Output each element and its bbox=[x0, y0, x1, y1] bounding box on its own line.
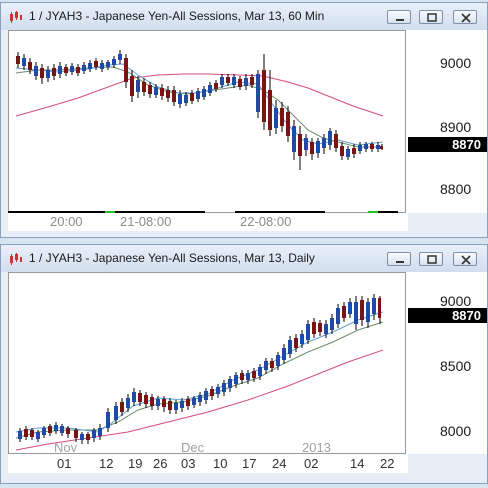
date-tick: 17 bbox=[242, 456, 257, 471]
price-tick: 9000 bbox=[440, 55, 472, 71]
close-button[interactable] bbox=[453, 252, 477, 266]
month-label: Dec bbox=[181, 440, 205, 454]
date-axis: 01 12 19 26 03 10 17 24 02 14 22 bbox=[8, 454, 408, 473]
close-icon bbox=[461, 255, 471, 265]
date-tick: 03 bbox=[181, 456, 196, 471]
ma-mid-line bbox=[15, 321, 384, 439]
title-bar[interactable]: 1 / JYAH3 - Japanese Yen-All Sessions, M… bbox=[1, 3, 487, 30]
price-axis: 9000 8900 8800 8870 bbox=[408, 30, 487, 213]
price-chart-plot[interactable]: Nov Dec 2013 bbox=[8, 272, 408, 455]
date-tick: 26 bbox=[153, 456, 168, 471]
close-button[interactable] bbox=[453, 10, 477, 24]
date-tick: 12 bbox=[99, 456, 114, 471]
chart-app-icon bbox=[10, 253, 22, 265]
price-chart-plot[interactable] bbox=[8, 30, 408, 215]
month-label: Nov bbox=[54, 440, 78, 454]
time-tick: 20:00 bbox=[50, 214, 83, 229]
date-tick: 22 bbox=[380, 456, 395, 471]
chart-window-daily[interactable]: 1 / JYAH3 - Japanese Yen-All Sessions, M… bbox=[0, 244, 488, 484]
restore-icon bbox=[427, 13, 437, 22]
window-title: 1 / JYAH3 - Japanese Yen-All Sessions, M… bbox=[29, 251, 315, 265]
title-bar[interactable]: 1 / JYAH3 - Japanese Yen-All Sessions, M… bbox=[1, 245, 487, 272]
minimize-icon bbox=[396, 19, 404, 21]
window-title: 1 / JYAH3 - Japanese Yen-All Sessions, M… bbox=[29, 9, 325, 23]
price-tick: 8500 bbox=[440, 358, 472, 374]
date-tick: 01 bbox=[57, 456, 72, 471]
date-tick: 14 bbox=[350, 456, 365, 471]
chart-window-60min[interactable]: 1 / JYAH3 - Japanese Yen-All Sessions, M… bbox=[0, 2, 488, 238]
close-icon bbox=[461, 13, 471, 23]
date-tick: 02 bbox=[304, 456, 319, 471]
price-axis: 9000 8500 8000 8870 bbox=[408, 272, 487, 454]
price-tick: 8800 bbox=[440, 181, 472, 197]
price-tick: 8900 bbox=[440, 119, 472, 135]
date-tick: 10 bbox=[213, 456, 228, 471]
candles bbox=[16, 50, 383, 170]
last-price-tag: 8870 bbox=[408, 308, 487, 323]
price-tick: 9000 bbox=[440, 293, 472, 309]
ma-long-line bbox=[15, 349, 384, 451]
restore-button[interactable] bbox=[419, 10, 443, 24]
candlestick-chart[interactable] bbox=[8, 30, 408, 215]
month-label: 2013 bbox=[302, 440, 331, 454]
time-axis: 20:00 21-08:00 22-08:00 bbox=[8, 213, 408, 231]
ma-mid-line bbox=[15, 66, 383, 148]
last-price-tag: 8870 bbox=[408, 137, 487, 152]
time-tick: 22-08:00 bbox=[240, 214, 292, 229]
candles bbox=[18, 294, 381, 444]
minimize-button[interactable] bbox=[387, 252, 411, 266]
ma-short-line bbox=[15, 63, 384, 146]
date-tick: 24 bbox=[272, 456, 287, 471]
chart-app-icon bbox=[10, 11, 22, 23]
restore-icon bbox=[427, 255, 437, 264]
minimize-button[interactable] bbox=[387, 10, 411, 24]
price-tick: 8000 bbox=[440, 423, 472, 439]
restore-button[interactable] bbox=[419, 252, 443, 266]
time-tick: 21-08:00 bbox=[120, 214, 172, 229]
ma-long-line bbox=[15, 73, 384, 117]
date-tick: 19 bbox=[128, 456, 143, 471]
candlestick-chart[interactable]: Nov Dec 2013 bbox=[8, 272, 408, 455]
minimize-icon bbox=[396, 261, 404, 263]
ma-short-line bbox=[15, 311, 384, 433]
